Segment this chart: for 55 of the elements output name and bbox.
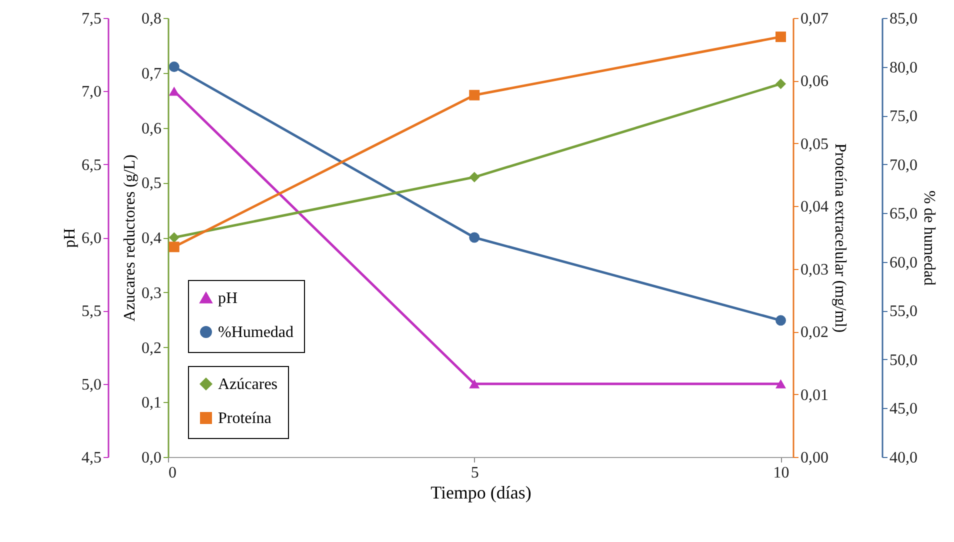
y-tick-label: 5,0 (82, 376, 102, 394)
y2-tick-label: 0,06 (800, 73, 828, 90)
y2-tick-label: 50,0 (890, 352, 918, 369)
point (469, 172, 480, 182)
y-tick-label: 0,3 (142, 284, 162, 302)
y2-tick-label: 85,0 (890, 10, 918, 28)
y2-tick-label: 0,01 (800, 386, 828, 404)
legend-label: Azúcares (218, 376, 278, 393)
x-axis-title: Tiempo (días) (430, 482, 532, 502)
point (776, 315, 786, 326)
y-axis-title: Azucares reductores (g/L) (122, 154, 138, 322)
y-tick-label: 6,5 (82, 156, 102, 174)
y-tick-label: 5,5 (82, 303, 102, 320)
y-tick-label: 0,6 (142, 120, 162, 138)
y-tick-label: 0,5 (142, 175, 162, 192)
y2-tick-label: 65,0 (890, 206, 918, 223)
y2-tick-label: 0,05 (800, 136, 828, 153)
x-tick-label: 0 (168, 464, 176, 482)
x-tick-label: 10 (773, 464, 790, 482)
y2-axis-title: Proteína extracelular (mg/ml) (832, 143, 848, 333)
y2-tick-label: 45,0 (890, 400, 918, 418)
y-tick-label: 0,0 (142, 450, 162, 466)
y2-tick-label: 0,02 (800, 324, 828, 342)
y-tick-label: 4,5 (82, 450, 102, 466)
point (469, 232, 480, 243)
point (776, 78, 786, 90)
y-tick-label: 7,0 (82, 84, 102, 101)
legend-label: pH (218, 290, 238, 307)
point (469, 90, 480, 100)
y-tick-label: 0,7 (142, 65, 162, 82)
y2-tick-label: 0,03 (800, 261, 828, 278)
y2-tick-label: 80,0 (890, 59, 918, 76)
y2-tick-label: 0,07 (800, 10, 828, 28)
y2-tick-label: 70,0 (890, 156, 918, 174)
y-tick-label: 0,1 (142, 394, 162, 412)
point (168, 232, 180, 243)
y-tick-label: 0,8 (142, 10, 162, 28)
y2-tick-label: 0,04 (800, 198, 828, 216)
y-tick-label: 0,2 (142, 340, 162, 357)
y2-tick-label: 0,00 (800, 450, 828, 466)
y2-axis-title: % de humedad (920, 190, 938, 286)
y2-tick-label: 60,0 (890, 254, 918, 272)
y-tick-label: 7,5 (82, 10, 102, 28)
y-tick-label: 0,4 (142, 230, 162, 247)
y-tick-label: 6,0 (82, 230, 102, 247)
y-axis-title: pH (62, 228, 78, 248)
point (168, 242, 180, 252)
x-tick-label: 5 (470, 464, 479, 482)
point (168, 62, 180, 72)
y2-tick-label: 40,0 (890, 450, 918, 466)
y2-tick-label: 55,0 (890, 303, 918, 320)
legend-label: Proteína (218, 410, 272, 427)
y2-tick-label: 75,0 (890, 108, 918, 126)
point (776, 32, 786, 42)
legend-label: %Humedad (218, 324, 294, 341)
